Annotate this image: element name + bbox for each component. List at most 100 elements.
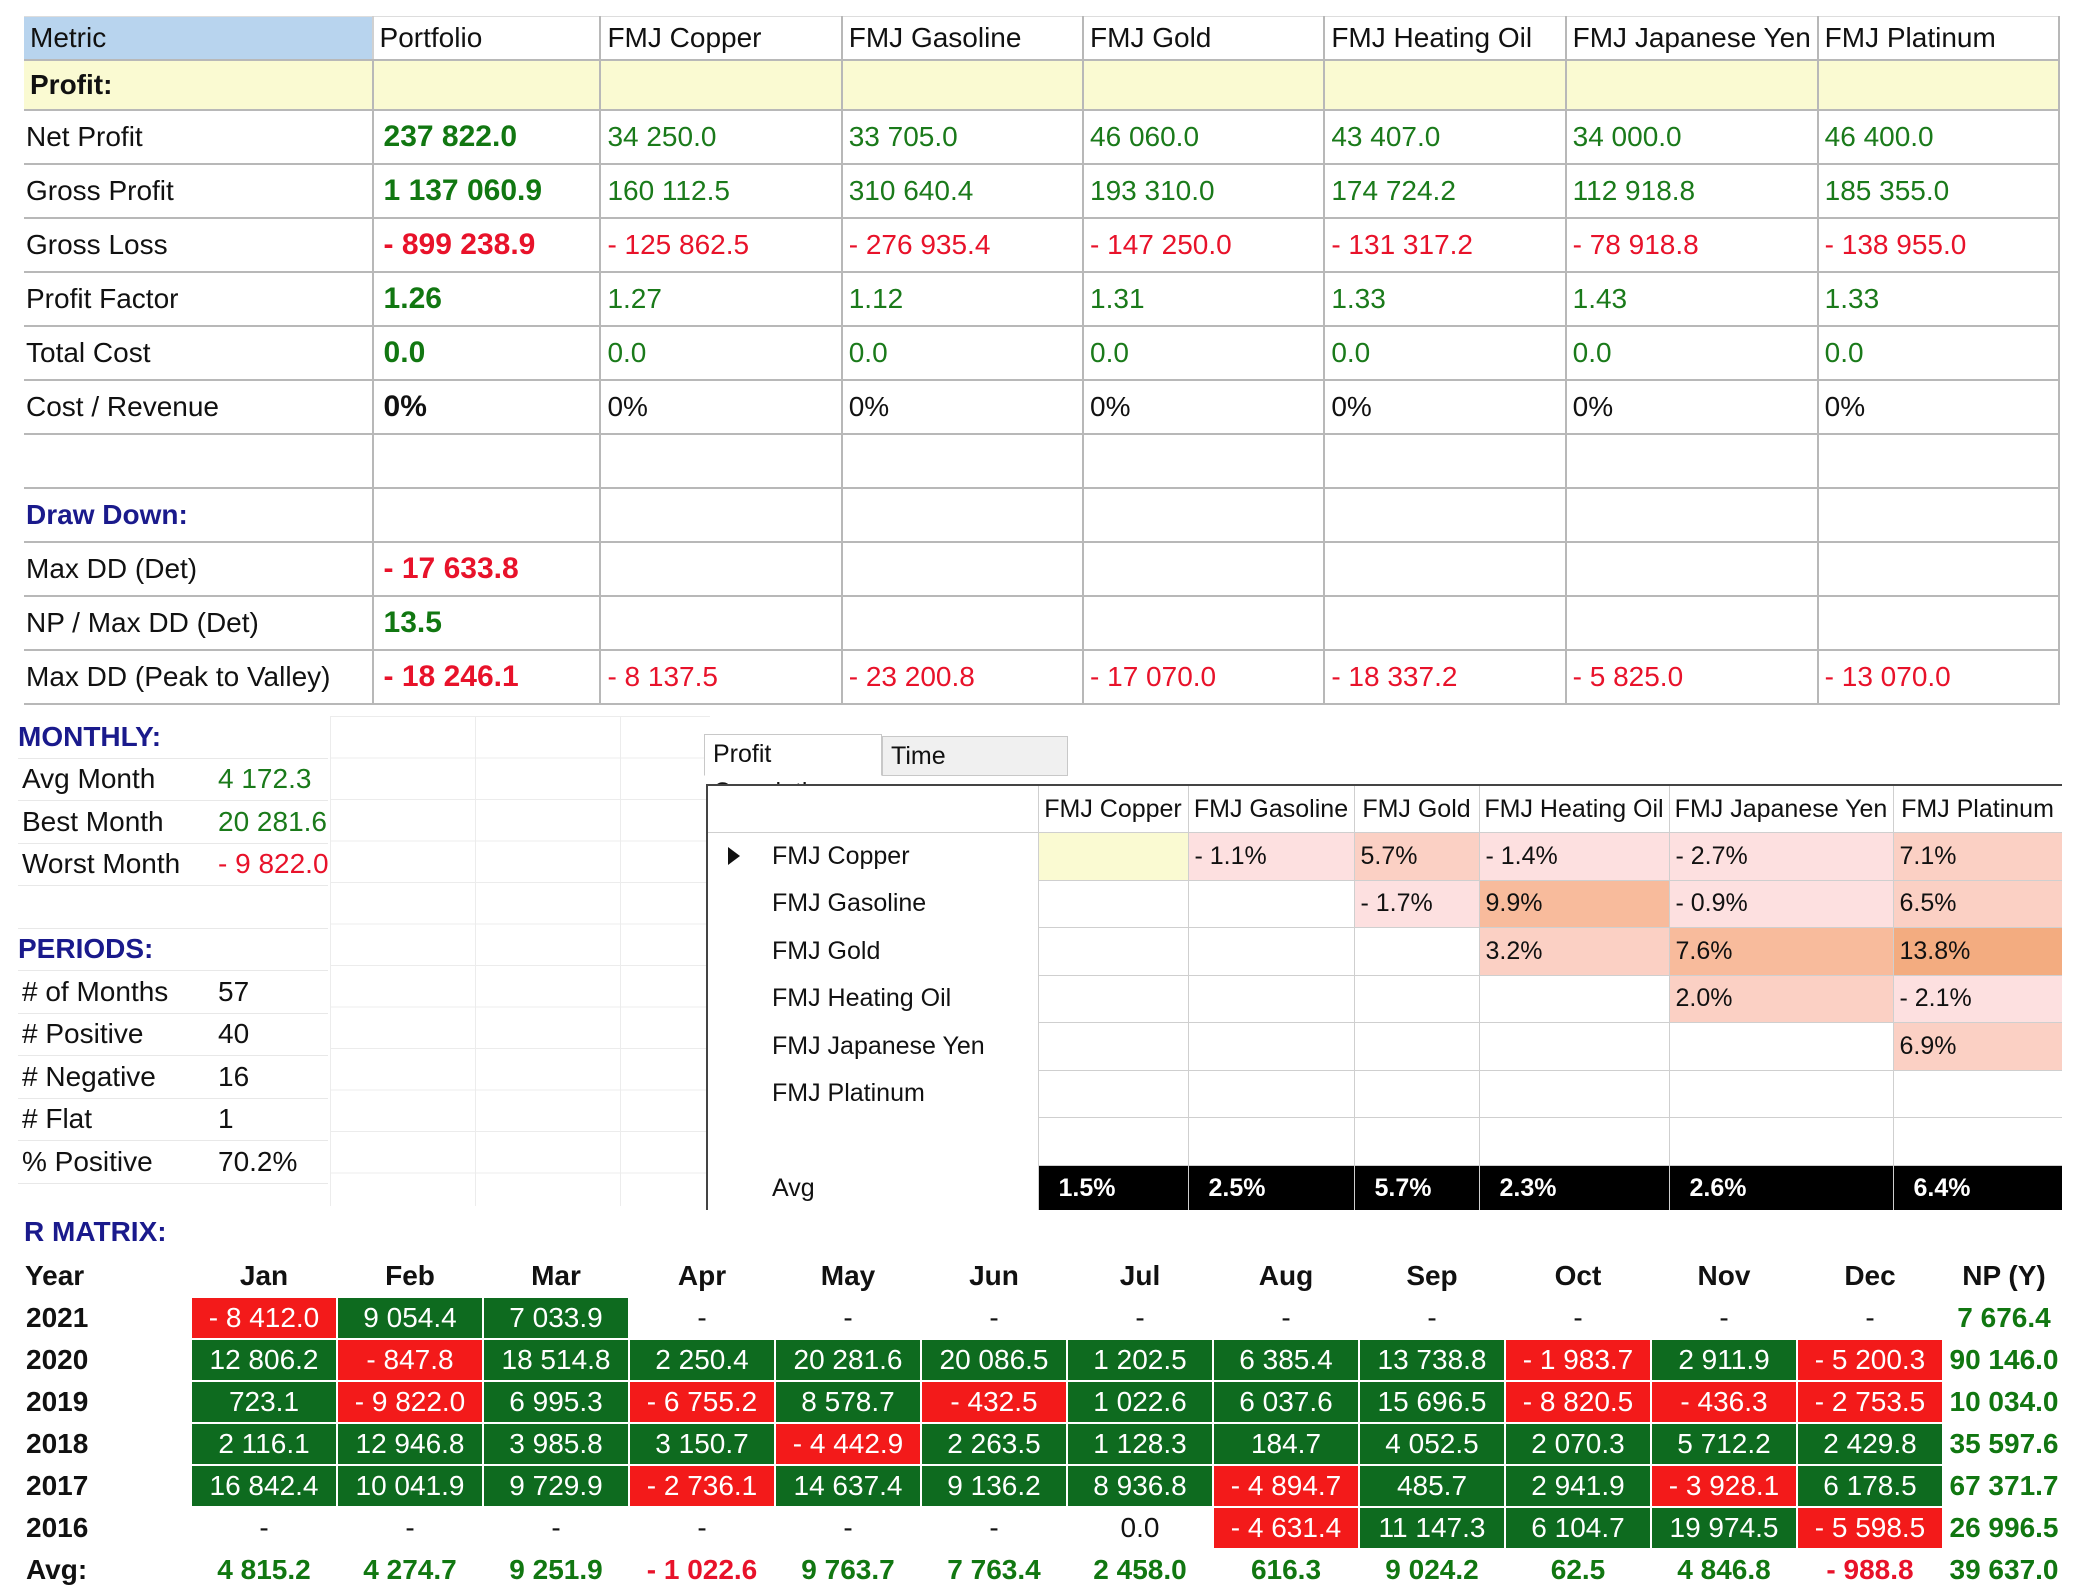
r-matrix-col-header[interactable]: Dec	[1844, 1260, 1896, 1291]
correlation-cell[interactable]	[1038, 880, 1189, 928]
correlation-row[interactable]: FMJ Copper - 1.1% 5.7% - 1.4% - 2.7% 7.1%	[708, 832, 2062, 881]
metric-label: Max DD (Peak to Valley)	[24, 650, 374, 705]
correlation-cell[interactable]: 6.9%	[1893, 1022, 2062, 1071]
correlation-cell[interactable]	[1038, 1022, 1189, 1071]
col-header-gasoline[interactable]: FMJ Gasoline	[841, 16, 1085, 61]
correlation-cell[interactable]	[1188, 975, 1355, 1023]
r-matrix-col-header[interactable]: Sep	[1406, 1260, 1458, 1291]
correlation-cell[interactable]: 2.0%	[1669, 975, 1894, 1023]
market-value: 185 355.0	[1817, 164, 2061, 219]
r-matrix-col-header[interactable]: Feb	[385, 1260, 435, 1291]
correlation-cell[interactable]	[1354, 927, 1480, 976]
r-matrix-col-header[interactable]: Year	[25, 1260, 85, 1291]
corr-col-header[interactable]: FMJ Platinum	[1893, 786, 2062, 833]
corr-col-header[interactable]: FMJ Heating Oil	[1479, 786, 1670, 833]
correlation-row-name: FMJ Copper	[772, 842, 910, 870]
r-matrix-cell: 14 637.4	[774, 1464, 922, 1508]
market-value: 0.0	[1817, 326, 2061, 381]
correlation-row[interactable]: FMJ Japanese Yen 6.9%	[708, 1022, 2062, 1071]
r-matrix-cell: -	[1212, 1296, 1360, 1340]
correlation-cell[interactable]: 13.8%	[1893, 927, 2062, 976]
correlation-cell[interactable]	[1188, 1070, 1355, 1118]
col-header-metric[interactable]: Metric	[24, 16, 374, 61]
corr-col-header[interactable]: FMJ Gold	[1354, 786, 1480, 833]
correlation-cell[interactable]	[1479, 975, 1670, 1023]
col-header-heating-oil[interactable]: FMJ Heating Oil	[1324, 16, 1567, 61]
correlation-cell[interactable]	[1893, 1070, 2062, 1118]
correlation-cell[interactable]: - 2.1%	[1893, 975, 2062, 1023]
correlation-cell[interactable]	[1669, 1022, 1894, 1071]
r-matrix-year: 2021	[20, 1296, 192, 1340]
correlation-cell[interactable]: 5.7%	[1354, 832, 1480, 881]
correlation-cell[interactable]	[1354, 1022, 1480, 1071]
tab-time-correlation[interactable]: Time Correlation	[882, 736, 1068, 808]
correlation-cell[interactable]: - 1.4%	[1479, 832, 1670, 881]
col-header-gold[interactable]: FMJ Gold	[1083, 16, 1326, 61]
correlation-cell[interactable]	[1038, 832, 1189, 881]
col-header-portfolio[interactable]: Portfolio	[372, 16, 602, 61]
correlation-cell[interactable]	[1669, 1070, 1894, 1118]
correlation-cell[interactable]	[1354, 1070, 1480, 1118]
correlation-avg-value: 1.5%	[1038, 1165, 1189, 1210]
correlation-cell[interactable]	[1188, 1022, 1355, 1071]
corr-col-header[interactable]: FMJ Japanese Yen	[1669, 786, 1894, 833]
correlation-cell[interactable]: 3.2%	[1479, 927, 1670, 976]
tab-profit-correlation[interactable]: Profit Correlation	[704, 734, 882, 806]
col-header-copper[interactable]: FMJ Copper	[600, 16, 843, 61]
r-matrix-cell: 9 729.9	[482, 1464, 630, 1508]
r-matrix-col-header[interactable]: Aug	[1258, 1260, 1314, 1291]
market-value: - 17 070.0	[1083, 650, 1326, 705]
correlation-row[interactable]: FMJ Gold 3.2% 7.6% 13.8%	[708, 927, 2062, 976]
r-matrix-col-header[interactable]: Nov	[1697, 1260, 1751, 1291]
correlation-cell[interactable]: - 1.1%	[1188, 832, 1355, 881]
r-matrix-col-header[interactable]: NP (Y)	[1962, 1260, 2046, 1291]
correlation-row[interactable]: FMJ Gasoline - 1.7% 9.9% - 0.9% 6.5%	[708, 880, 2062, 928]
correlation-cell[interactable]	[1479, 1022, 1670, 1071]
r-matrix-col-header[interactable]: Jan	[239, 1260, 289, 1291]
market-value: 160 112.5	[600, 164, 843, 219]
market-value: 193 310.0	[1083, 164, 1326, 219]
stat-row: # Positive 40	[18, 1013, 329, 1056]
col-header-japanese-yen[interactable]: FMJ Japanese Yen	[1565, 16, 1819, 61]
correlation-cell[interactable]: 9.9%	[1479, 880, 1670, 928]
col-header-platinum[interactable]: FMJ Platinum	[1817, 16, 2061, 61]
correlation-row-label: FMJ Copper	[708, 832, 1039, 880]
r-matrix-cell: - 432.5	[920, 1380, 1068, 1424]
stat-value: 16	[208, 1055, 329, 1099]
market-value	[841, 596, 1085, 651]
market-value: 0%	[1083, 380, 1326, 435]
r-matrix-col-header[interactable]: Apr	[677, 1260, 727, 1291]
r-matrix-col-header[interactable]: Oct	[1554, 1260, 1602, 1291]
correlation-row[interactable]: FMJ Platinum	[708, 1070, 2062, 1118]
correlation-cell[interactable]: - 1.7%	[1354, 880, 1480, 928]
correlation-cell[interactable]	[1479, 1070, 1670, 1118]
r-matrix-cell: 2 429.8	[1796, 1422, 1944, 1466]
correlation-cell[interactable]: - 0.9%	[1669, 880, 1894, 928]
corr-col-header[interactable]: FMJ Gasoline	[1188, 786, 1355, 833]
r-matrix-cell: 8 578.7	[774, 1380, 922, 1424]
r-matrix-col-header[interactable]: Jul	[1119, 1260, 1161, 1291]
correlation-cell[interactable]: 6.5%	[1893, 880, 2062, 928]
correlation-cell[interactable]	[1038, 927, 1189, 976]
correlation-cell[interactable]: - 2.7%	[1669, 832, 1894, 881]
r-matrix-row: 2020 12 806.2- 847.8 18 514.8 2 250.4 20 281…	[20, 1338, 2066, 1382]
correlation-header-row: FMJ Copper FMJ Gasoline FMJ Gold FMJ Hea…	[708, 786, 2062, 833]
r-matrix-row: 2019 723.1- 9 822.0 6 995.3- 6 755.2 8 578.…	[20, 1380, 2066, 1424]
market-value	[600, 596, 843, 651]
market-value: 0%	[1817, 380, 2061, 435]
correlation-cell[interactable]	[1354, 975, 1480, 1023]
stat-label: % Positive	[18, 1140, 208, 1184]
correlation-cell[interactable]	[1188, 880, 1355, 928]
corr-col-header[interactable]: FMJ Copper	[1038, 786, 1189, 833]
r-matrix-col-header[interactable]: Mar	[531, 1260, 581, 1291]
stat-label: Best Month	[18, 800, 208, 844]
correlation-cell[interactable]	[1188, 927, 1355, 976]
correlation-cell[interactable]	[1038, 975, 1189, 1023]
correlation-cell[interactable]: 7.1%	[1893, 832, 2062, 881]
correlation-row[interactable]: FMJ Heating Oil 2.0% - 2.1%	[708, 975, 2062, 1023]
r-matrix-col-header[interactable]: Jun	[969, 1260, 1019, 1291]
correlation-cell[interactable]	[1038, 1070, 1189, 1118]
r-matrix-avg-value: 9 251.9	[482, 1548, 630, 1592]
r-matrix-col-header[interactable]: May	[820, 1260, 876, 1291]
correlation-cell[interactable]: 7.6%	[1669, 927, 1894, 976]
